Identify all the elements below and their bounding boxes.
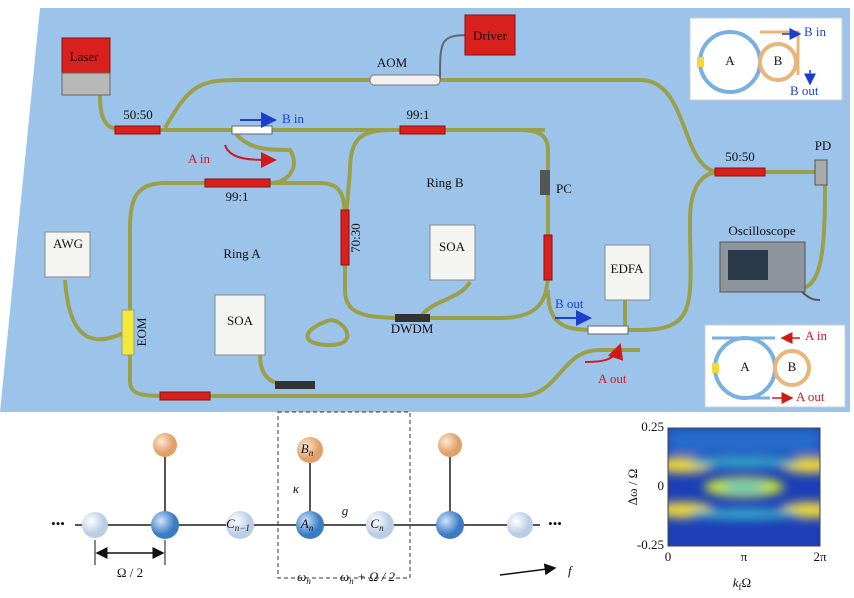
- label: 50:50: [123, 107, 153, 122]
- label: 70:30: [348, 223, 363, 253]
- label: Ring A: [223, 246, 261, 261]
- label: 50:50: [725, 149, 755, 164]
- label: Ring B: [426, 175, 464, 190]
- label: f: [568, 563, 574, 578]
- label: DWDM: [391, 321, 434, 336]
- axis-label: Δω / Ω: [625, 469, 640, 506]
- lattice: ••• ••• Bn κ g Cn−1 An Cn ωn ωn + Ω / 2 …: [51, 412, 574, 586]
- label: A: [740, 359, 750, 374]
- label: B: [774, 53, 783, 68]
- label: A in: [805, 328, 828, 343]
- label: ωn + Ω / 2: [340, 569, 395, 586]
- label: κ: [293, 481, 300, 496]
- node: [507, 512, 533, 538]
- label: A: [725, 53, 735, 68]
- aom: [370, 75, 440, 85]
- node: [436, 511, 464, 539]
- label: Oscilloscope: [728, 223, 795, 238]
- label: AWG: [53, 236, 83, 251]
- pd: [815, 160, 827, 185]
- node: [153, 433, 177, 457]
- ellipsis: •••: [51, 516, 65, 531]
- label: AOM: [377, 55, 408, 70]
- label: PC: [556, 181, 572, 196]
- figure: Laser AOM Driver 50:50 B in 99:1 A in 99…: [0, 0, 854, 598]
- y-tick-label: -0.25: [637, 537, 664, 552]
- x-tick-label: π: [741, 549, 748, 564]
- label: A out: [598, 371, 627, 386]
- label: Laser: [70, 49, 100, 64]
- inset-bottom: A B A in A out: [705, 325, 845, 407]
- x-tick-label: 2π: [813, 549, 827, 564]
- label: A in: [188, 151, 211, 166]
- x-tick-label: 0: [665, 549, 672, 564]
- label: Driver: [473, 28, 508, 43]
- label: B: [788, 359, 797, 374]
- label: B out: [790, 83, 819, 98]
- node: [438, 433, 462, 457]
- node: [82, 512, 108, 538]
- label: A out: [796, 389, 825, 404]
- inset-top: A B B in B out: [690, 18, 842, 100]
- y-tick-label: 0.25: [641, 419, 664, 434]
- label: EOM: [134, 317, 149, 346]
- label: SOA: [227, 313, 254, 328]
- label: SOA: [439, 239, 466, 254]
- label: g: [342, 503, 349, 518]
- label: ωn: [297, 569, 311, 586]
- label: 99:1: [406, 107, 429, 122]
- label: 99:1: [225, 189, 248, 204]
- setup: Laser AOM Driver 50:50 B in 99:1 A in 99…: [0, 8, 850, 412]
- label: B in: [804, 24, 827, 39]
- label: PD: [815, 138, 832, 153]
- label: Ω / 2: [117, 565, 143, 580]
- label: EDFA: [611, 261, 645, 276]
- node: [151, 511, 179, 539]
- label: B out: [555, 296, 584, 311]
- y-tick-label: 0: [658, 478, 665, 493]
- ellipsis: •••: [548, 516, 562, 531]
- axis-label: kfΩ: [733, 575, 751, 592]
- label: B in: [282, 111, 305, 126]
